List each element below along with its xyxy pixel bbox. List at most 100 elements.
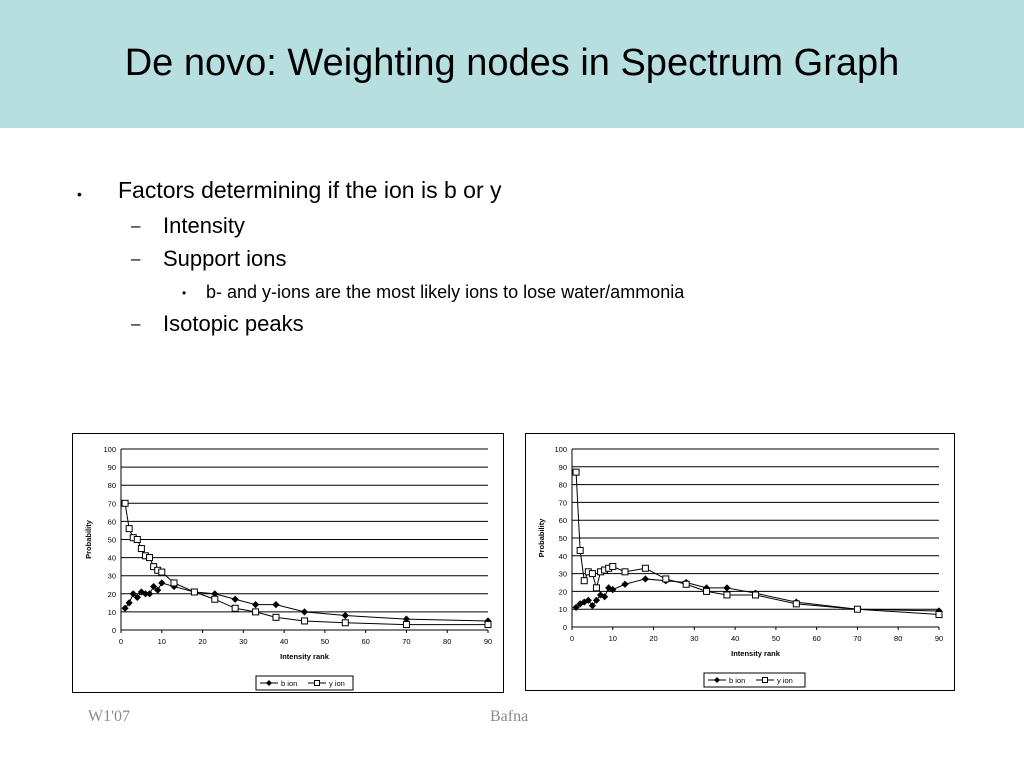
bullet-factors: Factors determining if the ion is b or y (118, 177, 502, 203)
data-point-square-13 (231, 604, 239, 612)
chart-svg: 0 10 20 30 40 50 60 70 80 90 100 0 10 20 30 40 50 60 70 80 9… (84, 445, 492, 691)
data-point-diamond-17 (341, 611, 349, 620)
y-tick-label-30: 30 (108, 572, 116, 581)
x-tick-label-30: 30 (690, 634, 698, 643)
data-point-square-16 (301, 617, 308, 625)
y-tick-label-20: 20 (108, 590, 116, 599)
legend-box (703, 672, 806, 688)
x-tick-label-60: 60 (361, 637, 369, 646)
data-point-square-19 (935, 611, 943, 619)
data-point-square-9 (609, 562, 617, 570)
data-point-diamond-16 (300, 608, 309, 616)
data-point-square-16 (752, 591, 759, 599)
y-tick-label-100: 100 (103, 445, 116, 454)
dash-marker: – (131, 314, 141, 333)
x-tick-label-80: 80 (443, 637, 451, 646)
legend-label-0: b ion (281, 679, 297, 688)
legend-marker-square (314, 680, 320, 686)
chart-svg: 0 10 20 30 40 50 60 70 80 90 100 0 10 20 30 40 50 60 70 80 9… (537, 445, 943, 688)
data-point-square-1 (576, 546, 584, 554)
y-axis-label: Probability (537, 518, 546, 558)
x-tick-label-10: 10 (609, 634, 617, 643)
data-point-square-15 (723, 591, 731, 599)
y-tick-label-0: 0 (112, 626, 116, 635)
x-tick-label-80: 80 (894, 634, 902, 643)
y-tick-label-70: 70 (559, 498, 567, 507)
data-point-diamond-14 (251, 601, 260, 609)
y-tick-label-50: 50 (108, 536, 116, 545)
bullet-intensity: Intensity (163, 213, 245, 238)
data-point-square-17 (341, 619, 349, 627)
chart-legend: b ion y ion (703, 672, 806, 688)
data-point-diamond-9 (609, 586, 617, 594)
legend-label-1: y ion (329, 679, 345, 688)
data-point-square-5 (592, 584, 600, 592)
legend-marker-diamond (266, 680, 272, 686)
data-point-diamond-5 (141, 590, 150, 598)
data-point-diamond-8 (154, 586, 162, 594)
data-point-square-11 (190, 588, 198, 596)
footer-author: Bafna (490, 708, 529, 725)
y-tick-label-80: 80 (559, 481, 567, 490)
y-tick-label-60: 60 (559, 516, 567, 525)
data-point-diamond-1 (125, 599, 133, 607)
data-point-square-12 (211, 595, 219, 603)
y-tick-label-10: 10 (108, 608, 116, 617)
data-point-square-14 (703, 587, 711, 595)
x-tick-label-40: 40 (280, 637, 288, 646)
x-tick-label-90: 90 (484, 637, 492, 646)
x-tick-label-50: 50 (772, 634, 780, 643)
data-point-square-4 (588, 570, 596, 578)
y-tick-label-60: 60 (108, 517, 116, 526)
data-point-square-2 (580, 577, 588, 585)
x-tick-label-70: 70 (853, 634, 861, 643)
data-point-diamond-15 (723, 584, 731, 592)
data-point-square-13 (682, 580, 690, 588)
bullet-water-ammonia: b- and y-ions are the most likely ions t… (206, 282, 685, 302)
data-point-diamond-13 (231, 595, 239, 603)
dash-marker: – (131, 216, 141, 235)
y-tick-label-50: 50 (559, 534, 567, 543)
x-axis-label: Intensity rank (731, 649, 781, 658)
y-tick-label-90: 90 (559, 463, 567, 472)
x-tick-label-20: 20 (649, 634, 657, 643)
legend-marker-square (762, 677, 768, 683)
legend-box (255, 675, 354, 691)
bullet-marker: • (77, 186, 82, 202)
y-tick-label-70: 70 (108, 499, 116, 508)
x-tick-label-70: 70 (402, 637, 410, 646)
x-tick-label-60: 60 (812, 634, 820, 643)
data-point-square-15 (272, 613, 280, 621)
x-tick-label-20: 20 (198, 637, 206, 646)
y-tick-label-20: 20 (559, 587, 567, 596)
x-tick-label-10: 10 (158, 637, 166, 646)
series-y-ion (572, 468, 943, 619)
data-point-square-19 (484, 621, 492, 629)
series-y-ion (121, 499, 492, 629)
y-tick-label-10: 10 (559, 605, 567, 614)
legend-label-1: y ion (777, 676, 793, 685)
bullet-marker: • (182, 286, 187, 300)
data-point-diamond-12 (211, 590, 219, 598)
x-tick-label-90: 90 (935, 634, 943, 643)
chart-legend: b ion y ion (255, 675, 354, 691)
series-line-b-ion (124, 582, 489, 622)
data-point-square-17 (792, 600, 800, 608)
data-point-square-18 (402, 621, 410, 629)
y-axis-label: Probability (84, 519, 93, 559)
data-point-square-0 (121, 499, 129, 507)
y-tick-label-0: 0 (563, 623, 567, 632)
data-point-diamond-15 (272, 601, 280, 609)
data-point-square-10 (170, 579, 178, 587)
data-point-square-1 (125, 525, 133, 533)
y-tick-label-40: 40 (559, 552, 567, 561)
bullet-isotopic-peaks: Isotopic peaks (163, 311, 304, 336)
data-point-square-6 (146, 554, 154, 562)
data-point-diamond-7 (601, 593, 609, 601)
data-point-diamond-10 (621, 580, 629, 588)
chart-b-y-probability-1: 0 10 20 30 40 50 60 70 80 90 100 0 10 20 30 40 50 60 70 80 9… (72, 433, 504, 693)
legend-label-0: b ion (729, 676, 745, 685)
x-tick-label-0: 0 (570, 634, 574, 643)
data-point-square-7 (150, 563, 158, 571)
